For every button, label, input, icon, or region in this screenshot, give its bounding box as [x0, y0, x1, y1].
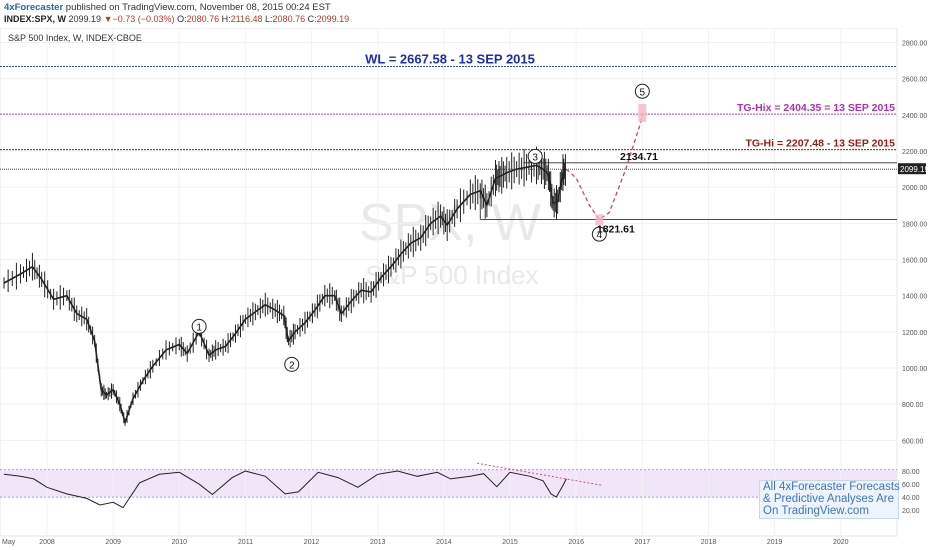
- y-tick-label: 2800.00: [902, 40, 927, 47]
- x-tick-label: 2018: [701, 539, 717, 546]
- x-tick-label: 2011: [238, 539, 253, 546]
- y-tick-label: 2200.00: [902, 149, 927, 156]
- forecast-layer: [565, 103, 647, 226]
- level-2134-label: 2134.71: [620, 151, 658, 163]
- level-layer: [0, 65, 897, 220]
- wave-marker: [591, 226, 607, 242]
- tg-hix-label: TG-Hix = 2404.35 = 13 SEP 2015: [737, 102, 895, 114]
- promo-line-3: On TradingView.com: [763, 505, 869, 517]
- rsi-tick-label: 40.00: [902, 495, 920, 502]
- low-value: 2080.76: [272, 14, 306, 24]
- open-value: 2080.76: [186, 14, 220, 24]
- x-tick-label: 2009: [105, 539, 121, 546]
- x-tick-label: 2010: [172, 539, 188, 546]
- rsi-layer: [0, 462, 897, 509]
- wave-marker: [634, 83, 650, 99]
- rsi-trendline: [476, 462, 603, 486]
- last-price: 2099.19: [68, 14, 102, 24]
- rsi-band: [0, 469, 897, 498]
- grid-layer: [0, 28, 897, 536]
- open-key: O:: [177, 14, 187, 24]
- x-tick-label: 2019: [767, 539, 783, 546]
- wave-marker-label: 5: [640, 87, 646, 98]
- high-value: 2116.48: [230, 14, 263, 24]
- price-layer: [3, 146, 567, 426]
- x-tick-label: 2020: [833, 539, 849, 546]
- published-text: published on TradingView.com, November 0…: [65, 2, 331, 13]
- low-key: L:: [265, 14, 273, 24]
- symbol-line: INDEX:SPX, W 2099.19 ▼−0.73 (−0.03%) O:2…: [4, 14, 349, 24]
- x-tick-label: 2013: [370, 539, 386, 546]
- wave5-target-box: [638, 103, 647, 123]
- wl-label: WL = 2667.58 - 13 SEP 2015: [365, 51, 535, 66]
- tg-hi-label: TG-Hi = 2207.48 - 13 SEP 2015: [745, 138, 895, 150]
- wave-marker: [191, 318, 207, 334]
- symbol: INDEX:SPX, W: [4, 14, 67, 24]
- label-layer: WL = 2667.58 - 13 SEP 2015 TG-Hix = 2404…: [365, 51, 929, 235]
- y-tick-label: 2600.00: [902, 77, 927, 84]
- chart-title: S&P 500 Index, W, INDEX-CBOE: [8, 33, 142, 43]
- close-value: 2099.19: [316, 14, 350, 24]
- chart-header: 4xForecaster published on TradingView.co…: [0, 0, 932, 28]
- brand-name[interactable]: 4xForecaster: [4, 2, 64, 13]
- wave-marker: [527, 148, 543, 164]
- wave-marker-label: 3: [532, 152, 538, 163]
- x-tick-label: May: [2, 539, 16, 546]
- y-tick-label: 1800.00: [902, 221, 927, 228]
- promo-line-2: & Predictive Analyses Are: [763, 493, 895, 505]
- last-price-tag-text: 2099.19: [900, 165, 929, 174]
- x-tick-label: 2015: [502, 539, 518, 546]
- y-tick-label: 1400.00: [902, 294, 927, 301]
- x-tick-label: 2017: [635, 539, 651, 546]
- axis-layer: 600.00 800.00 1000.00 1200.00 1400.00 1600.00…: [2, 40, 927, 546]
- wave-marker-label: 4: [597, 230, 603, 241]
- wave-marker-label: 2: [289, 360, 295, 371]
- wave-marker-label: 1: [196, 322, 202, 333]
- y-tick-label: 800.00: [902, 402, 924, 409]
- y-tick-label: 600.00: [902, 438, 924, 445]
- wave-marker: [284, 356, 300, 372]
- wave-layer: 1 2 3 4 5: [191, 83, 650, 372]
- high-key: H:: [221, 14, 231, 24]
- rsi-tick-label: 80.00: [902, 469, 920, 476]
- forecast-path: [565, 113, 643, 221]
- last-price-tag: [898, 163, 926, 175]
- wave4-target-box: [595, 214, 604, 226]
- promo-line-1: All 4xForecaster Forecasts: [763, 481, 900, 493]
- y-tick-label: 1600.00: [902, 257, 927, 264]
- close-key: C:: [307, 14, 317, 24]
- x-tick-label: 2016: [568, 539, 584, 546]
- y-tick-label: 1000.00: [902, 366, 927, 373]
- x-tick-label: 2014: [436, 539, 452, 546]
- promo-box[interactable]: All 4xForecaster Forecasts & Predictive …: [759, 480, 900, 519]
- y-tick-label: 1200.00: [902, 330, 927, 337]
- level-1821-label: 1821.61: [597, 223, 635, 235]
- publisher-line: 4xForecaster published on TradingView.co…: [4, 2, 331, 13]
- price-change: ▼−0.73 (−0.03%): [103, 14, 175, 24]
- x-tick-label: 2012: [304, 539, 320, 546]
- rsi-tick-label: 20.00: [902, 508, 920, 515]
- x-tick-label: 2008: [39, 539, 55, 546]
- y-tick-label: 2000.00: [902, 185, 927, 192]
- price-chart[interactable]: 600.00 800.00 1000.00 1200.00 1400.00 1600.00…: [0, 28, 932, 550]
- rsi-line: [3, 470, 567, 509]
- rsi-tick-label: 60.00: [902, 482, 920, 489]
- chart-frame: [0, 28, 898, 537]
- y-tick-label: 2400.00: [902, 113, 927, 120]
